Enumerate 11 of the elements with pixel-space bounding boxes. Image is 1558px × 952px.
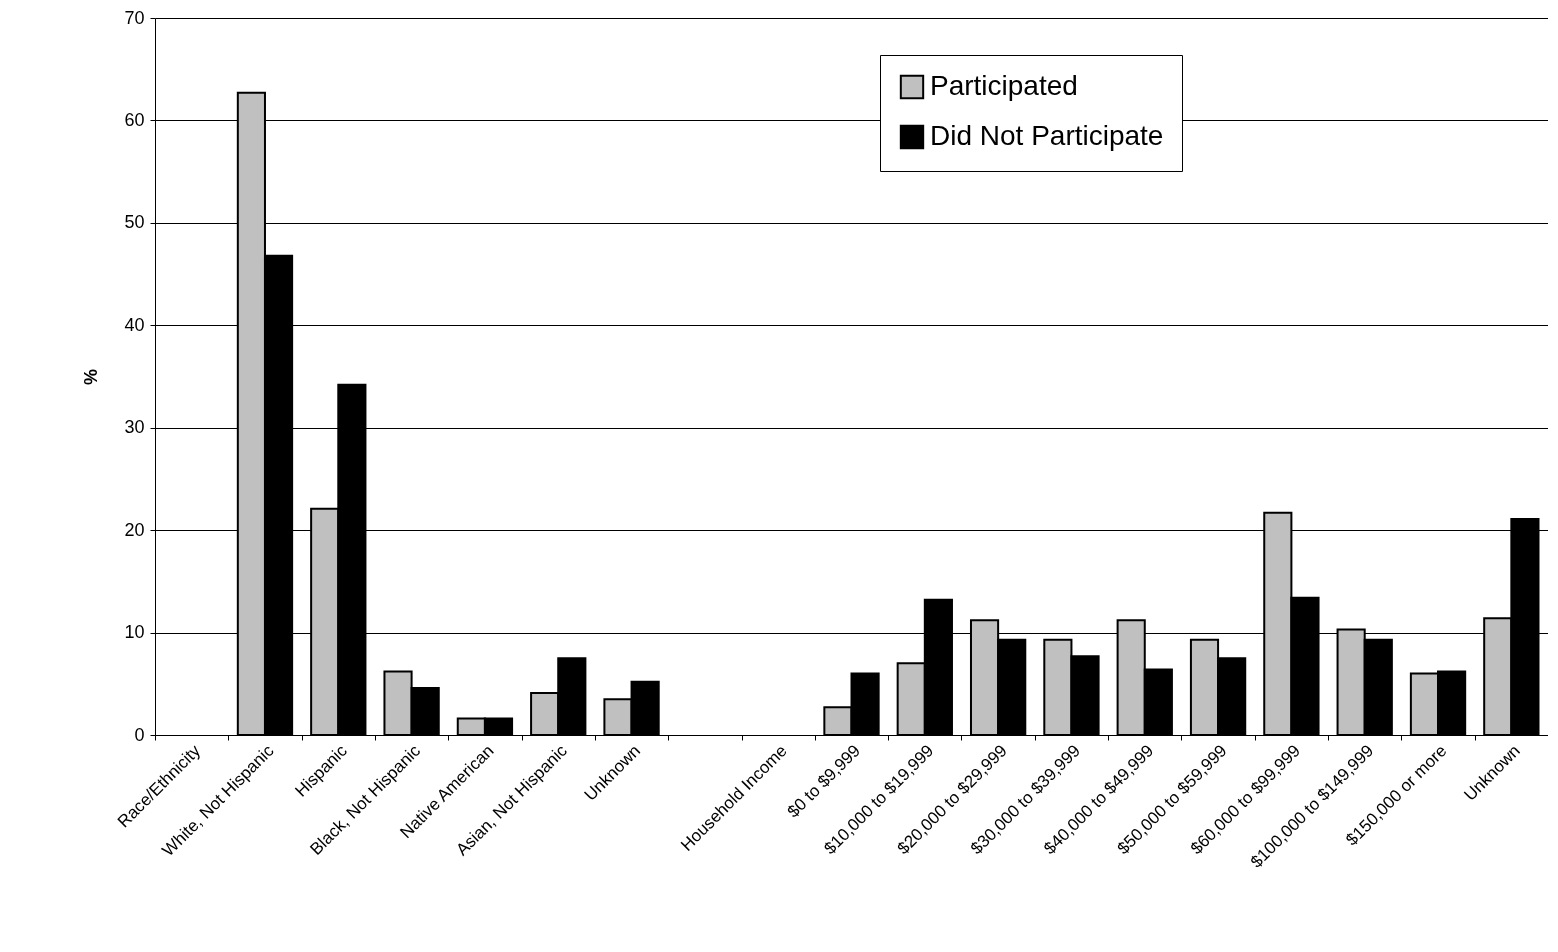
y-tick-label: 10 — [124, 622, 145, 643]
y-tick-label: 0 — [134, 724, 145, 745]
y-tick-label: 40 — [124, 314, 145, 335]
legend-label: Participated — [930, 70, 1078, 101]
y-tick-label: 30 — [124, 417, 145, 438]
y-tick-label: 60 — [124, 109, 145, 130]
y-axis-title: % — [80, 368, 101, 386]
y-tick-label: 50 — [124, 212, 145, 233]
y-tick-label: 70 — [124, 7, 145, 28]
y-tick-label: 20 — [124, 519, 145, 540]
legend-label: Did Not Participate — [930, 120, 1164, 151]
